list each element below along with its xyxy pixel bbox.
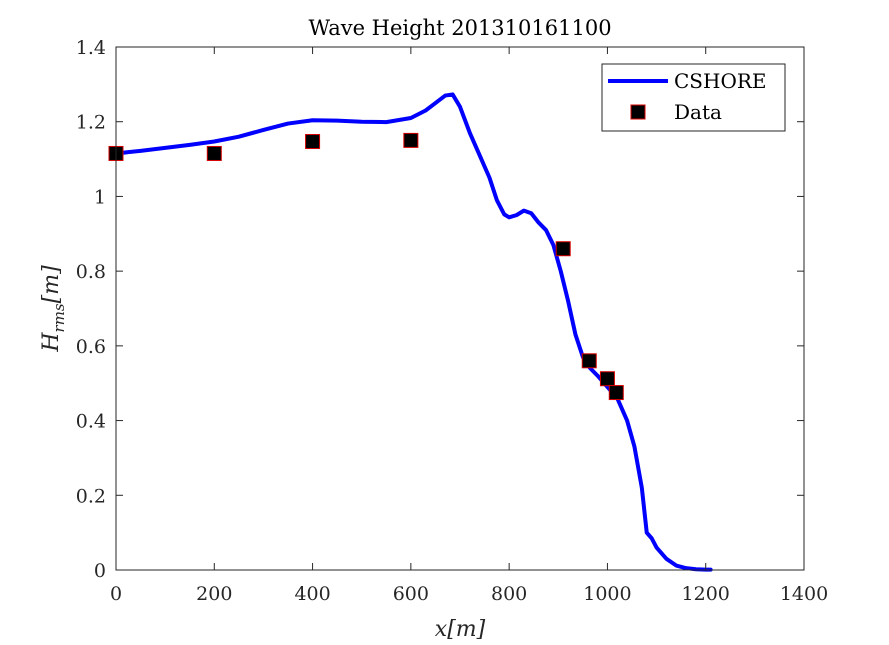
x-tick-label: 400 [294, 583, 330, 605]
data-point-marker [305, 134, 321, 150]
series-layer [108, 92, 713, 572]
ticks-layer: 0 200 400 600 800 1000 1200 1400 0 0.2 0.4 0.6 0.8 1 1… [76, 37, 828, 605]
y-tick-label: 0.8 [76, 261, 106, 283]
y-axis-label-main: H [39, 332, 64, 353]
x-tick-label: 1200 [682, 583, 730, 605]
x-tick-label: 200 [196, 583, 232, 605]
x-tick-label: 0 [110, 583, 122, 605]
y-tick-label: 0.2 [76, 485, 106, 507]
data-point-marker [555, 241, 571, 257]
legend: CSHORE Data [601, 63, 786, 132]
legend-label-cshore: CSHORE [674, 69, 767, 93]
x-tick-label: 1000 [583, 583, 631, 605]
legend-marker-swatch [630, 104, 646, 120]
y-tick-label: 1.2 [76, 112, 106, 134]
y-tick-label: 0.4 [76, 411, 106, 433]
y-tick-label: 0.6 [76, 336, 106, 358]
y-tick-label: 1.4 [76, 37, 106, 59]
legend-label-data: Data [674, 100, 722, 124]
x-tick-label: 800 [491, 583, 527, 605]
chart-title: Wave Height 201310161100 [308, 16, 611, 40]
x-tick-label: 600 [393, 583, 429, 605]
plot-area [116, 47, 804, 570]
data-point-marker [581, 353, 597, 369]
data-point-marker [403, 132, 419, 148]
y-tick-label: 0 [94, 560, 106, 582]
data-point-marker [206, 145, 222, 161]
y-axis-label-subscript: rms [50, 303, 68, 332]
x-axis-label: x[m] [435, 617, 486, 642]
data-point-marker [608, 385, 624, 401]
y-tick-label: 1 [94, 186, 106, 208]
x-tick-label: 1400 [780, 583, 828, 605]
legend-box [601, 63, 786, 132]
plot-frame [115, 46, 805, 571]
data-point-marker [599, 371, 615, 387]
y-axis-label: Hrms[m] [39, 265, 68, 353]
y-axis-label-unit: [m] [39, 265, 64, 303]
cshore-line [114, 92, 713, 572]
